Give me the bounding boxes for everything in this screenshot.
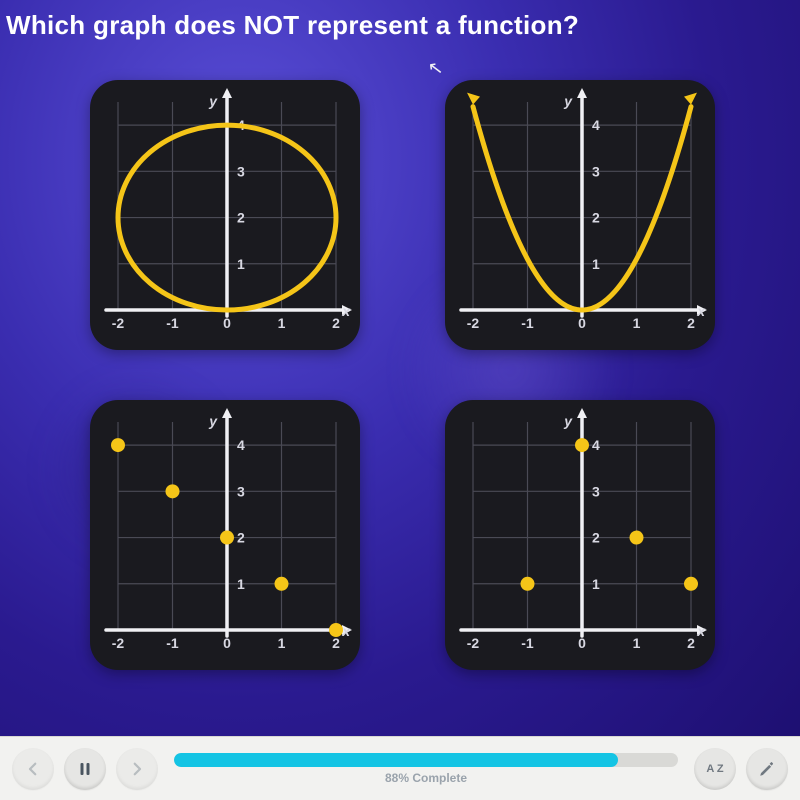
- svg-text:1: 1: [237, 256, 245, 272]
- svg-text:-2: -2: [112, 635, 125, 651]
- options-grid: -2 -1 0 1 2 1 2 3 4 x y -2 -1 0 1 2 1 2 3 4 x y -2 -1 0 1 2 1 2 3 4 x…: [0, 80, 800, 670]
- svg-text:1: 1: [237, 576, 245, 592]
- cursor-icon: ↖: [427, 57, 445, 80]
- svg-text:2: 2: [687, 315, 695, 331]
- svg-text:2: 2: [237, 530, 245, 546]
- svg-text:4: 4: [592, 117, 600, 133]
- svg-text:-1: -1: [521, 315, 534, 331]
- svg-text:-1: -1: [166, 635, 179, 651]
- svg-text:3: 3: [237, 483, 245, 499]
- svg-text:2: 2: [592, 530, 600, 546]
- svg-text:y: y: [208, 413, 218, 429]
- svg-text:1: 1: [633, 635, 641, 651]
- svg-text:y: y: [563, 413, 573, 429]
- pause-icon: [76, 760, 94, 778]
- svg-text:0: 0: [223, 315, 231, 331]
- option-a-graph: -2-10121234xy: [90, 80, 360, 350]
- svg-text:x: x: [696, 303, 706, 319]
- svg-text:0: 0: [578, 635, 586, 651]
- svg-text:y: y: [563, 93, 573, 109]
- option-d-graph: -2 -1 0 1 2 1 2 3 4 x y: [445, 400, 715, 670]
- svg-text:x: x: [696, 623, 706, 639]
- svg-text:3: 3: [592, 483, 600, 499]
- svg-text:2: 2: [592, 210, 600, 226]
- svg-text:2: 2: [332, 635, 340, 651]
- svg-text:-1: -1: [166, 315, 179, 331]
- pause-button[interactable]: [64, 748, 106, 790]
- svg-text:3: 3: [237, 163, 245, 179]
- svg-text:2: 2: [687, 635, 695, 651]
- svg-text:4: 4: [237, 437, 245, 453]
- pencil-icon: [758, 760, 776, 778]
- svg-text:0: 0: [223, 635, 231, 651]
- bottom-bar: 88% Complete A Z: [0, 736, 800, 800]
- option-c-graph: -2-10121234xy: [90, 400, 360, 670]
- arrow-right-icon: [128, 760, 146, 778]
- option-a-card[interactable]: -2-10121234xy: [90, 80, 360, 350]
- progress-label: 88% Complete: [385, 771, 467, 785]
- svg-text:-2: -2: [112, 315, 125, 331]
- svg-text:0: 0: [578, 315, 586, 331]
- svg-text:3: 3: [592, 163, 600, 179]
- svg-text:2: 2: [237, 210, 245, 226]
- sort-az-button[interactable]: A Z: [694, 748, 736, 790]
- option-c-card[interactable]: -2-10121234xy: [90, 400, 360, 670]
- draw-button[interactable]: [746, 748, 788, 790]
- svg-text:1: 1: [278, 315, 286, 331]
- question-text: Which graph does NOT represent a functio…: [0, 10, 579, 41]
- progress-area: 88% Complete: [168, 753, 684, 785]
- svg-text:4: 4: [592, 437, 600, 453]
- svg-text:1: 1: [592, 256, 600, 272]
- svg-text:1: 1: [592, 576, 600, 592]
- svg-text:-2: -2: [467, 315, 480, 331]
- svg-text:x: x: [341, 303, 351, 319]
- option-b-graph: -2 -1 0 1 2 1 2 3 4 x y: [445, 80, 715, 350]
- back-button[interactable]: [12, 748, 54, 790]
- progress-fill: [174, 753, 618, 767]
- option-d-card[interactable]: -2 -1 0 1 2 1 2 3 4 x y: [445, 400, 715, 670]
- svg-text:2: 2: [332, 315, 340, 331]
- svg-text:-1: -1: [521, 635, 534, 651]
- svg-text:y: y: [208, 93, 218, 109]
- arrow-left-icon: [24, 760, 42, 778]
- svg-text:1: 1: [633, 315, 641, 331]
- svg-text:1: 1: [278, 635, 286, 651]
- option-b-card[interactable]: -2 -1 0 1 2 1 2 3 4 x y: [445, 80, 715, 350]
- bottom-right-buttons: A Z: [694, 748, 788, 790]
- progress-track: [174, 753, 678, 767]
- svg-text:-2: -2: [467, 635, 480, 651]
- forward-button[interactable]: [116, 748, 158, 790]
